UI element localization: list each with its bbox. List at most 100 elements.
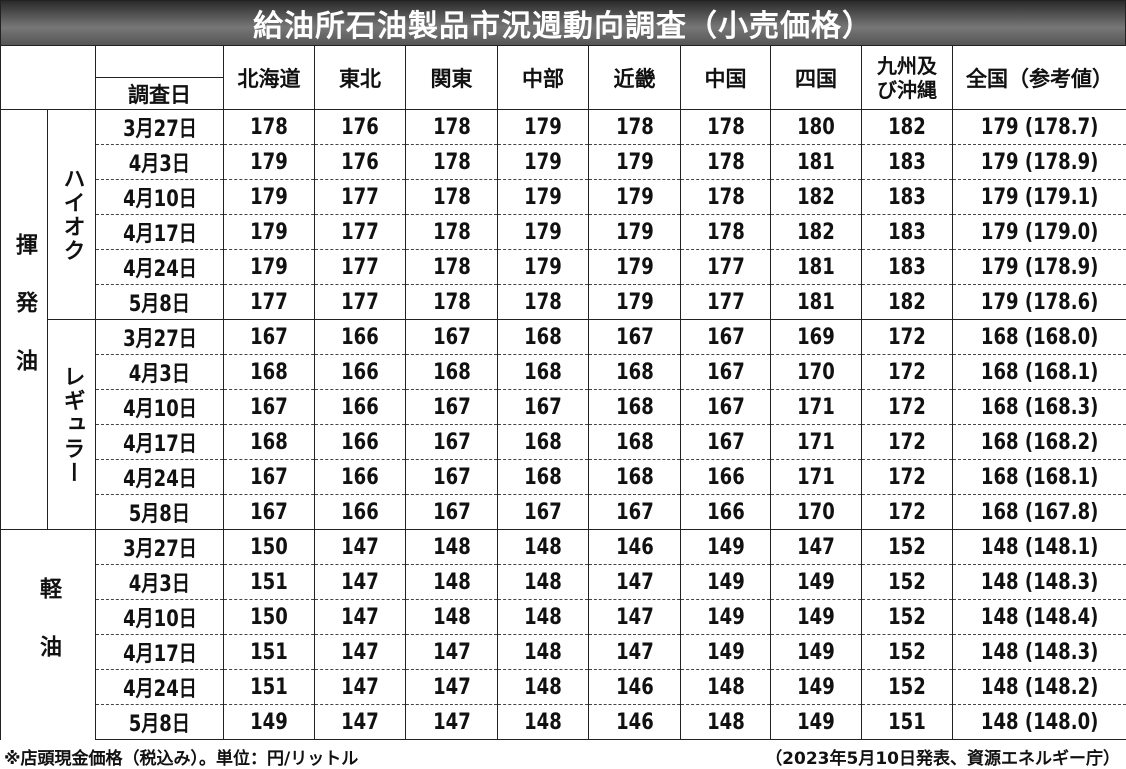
price-cell: 167 bbox=[497, 494, 589, 530]
price-cell: 149 bbox=[680, 599, 771, 635]
price-value: 168 bbox=[615, 359, 654, 385]
price-value: 146 bbox=[615, 709, 654, 735]
price-value: 181 bbox=[797, 254, 835, 280]
price-value: 171 bbox=[797, 394, 835, 420]
price-cell: 148 bbox=[497, 529, 589, 565]
price-cell: 152 bbox=[861, 634, 953, 670]
date-text: 4月10日 bbox=[122, 397, 197, 422]
price-value: 179 bbox=[524, 254, 562, 280]
price-value: 182 bbox=[797, 219, 835, 245]
price-value: 147 bbox=[341, 674, 379, 700]
price-value: 179 bbox=[250, 254, 288, 280]
price-value: 148 (148.0) bbox=[980, 709, 1099, 735]
price-cell: 167 bbox=[405, 494, 498, 530]
price-value: 178 bbox=[432, 184, 471, 210]
price-cell: 167 bbox=[223, 319, 315, 355]
region-header: 北海道 bbox=[223, 46, 315, 110]
price-value: 179 (178.7) bbox=[980, 114, 1099, 140]
price-value: 166 bbox=[341, 359, 379, 385]
price-cell: 168 (168.3) bbox=[952, 389, 1126, 425]
price-cell: 183 bbox=[861, 144, 953, 180]
date-cell: 4月24日 bbox=[95, 459, 224, 495]
price-value: 168 bbox=[615, 394, 654, 420]
price-cell: 149 bbox=[770, 599, 862, 635]
price-cell: 168 bbox=[405, 354, 498, 390]
price-cell: 146 bbox=[588, 704, 681, 740]
price-value: 170 bbox=[797, 499, 835, 525]
price-value: 167 bbox=[524, 499, 562, 525]
price-value: 166 bbox=[706, 464, 745, 490]
price-cell: 178 bbox=[405, 284, 498, 320]
price-cell: 179 bbox=[497, 144, 589, 180]
price-value: 172 bbox=[888, 394, 926, 420]
price-value: 166 bbox=[341, 324, 379, 350]
price-cell: 166 bbox=[680, 494, 771, 530]
price-cell: 149 bbox=[223, 704, 315, 740]
price-cell: 179 (179.1) bbox=[952, 179, 1126, 215]
price-value: 178 bbox=[432, 149, 471, 175]
price-cell: 149 bbox=[770, 634, 862, 670]
price-value: 148 (148.3) bbox=[980, 569, 1099, 595]
price-value: 166 bbox=[341, 429, 379, 455]
price-cell: 147 bbox=[405, 704, 498, 740]
price-cell: 167 bbox=[680, 354, 771, 390]
price-value: 168 bbox=[524, 464, 562, 490]
price-cell: 168 bbox=[588, 424, 681, 460]
price-cell: 149 bbox=[680, 564, 771, 600]
price-cell: 148 bbox=[680, 704, 771, 740]
price-value: 168 (168.0) bbox=[980, 324, 1099, 350]
price-value: 147 bbox=[615, 639, 654, 665]
price-cell: 177 bbox=[314, 179, 406, 215]
table-row: 揮発油 ハイオク 3月27日 178 176 178 179 178 178 180 182 179 … bbox=[0, 109, 1126, 530]
table-row: レギュラー 3月27日 167 166 167 168 167 167 169 172 168 (1… bbox=[1, 319, 1126, 530]
date-text: 3月27日 bbox=[122, 537, 197, 562]
price-value: 167 bbox=[706, 324, 745, 350]
price-value: 178 bbox=[432, 114, 471, 140]
price-cell: 183 bbox=[861, 249, 953, 285]
price-cell: 178 bbox=[405, 144, 498, 180]
price-value: 179 bbox=[524, 184, 562, 210]
price-value: 178 bbox=[250, 114, 288, 140]
price-value: 182 bbox=[888, 289, 926, 315]
price-cell: 178 bbox=[405, 179, 498, 215]
price-value: 171 bbox=[797, 429, 835, 455]
price-cell: 148 bbox=[497, 704, 589, 740]
table-row: 4月17日 168 166 167 168 168 167 171 172 168 (168.2) bbox=[1, 424, 1126, 460]
price-value: 167 bbox=[432, 429, 471, 455]
price-value: 178 bbox=[706, 149, 745, 175]
table-row: 4月3日 179 176 178 179 179 178 181 183 179 (178.9) bbox=[1, 144, 1126, 180]
price-value: 147 bbox=[341, 639, 379, 665]
price-cell: 148 (148.4) bbox=[952, 599, 1126, 635]
date-text: 4月10日 bbox=[122, 607, 197, 632]
price-cell: 172 bbox=[861, 354, 953, 390]
price-value: 149 bbox=[797, 604, 835, 630]
price-value: 147 bbox=[432, 639, 471, 665]
price-cell: 149 bbox=[770, 704, 862, 740]
price-value: 167 bbox=[432, 499, 471, 525]
date-text: 5月8日 bbox=[128, 502, 191, 527]
price-cell: 181 bbox=[770, 144, 862, 180]
price-value: 149 bbox=[797, 569, 835, 595]
price-value: 176 bbox=[341, 114, 379, 140]
price-value: 151 bbox=[250, 569, 288, 595]
price-value: 179 bbox=[615, 289, 654, 315]
price-value: 148 (148.2) bbox=[980, 674, 1099, 700]
price-value: 171 bbox=[797, 464, 835, 490]
price-cell: 178 bbox=[405, 109, 498, 145]
price-cell: 177 bbox=[680, 249, 771, 285]
date-cell: 4月17日 bbox=[95, 214, 224, 250]
price-value: 152 bbox=[888, 569, 926, 595]
price-value: 168 bbox=[524, 359, 562, 385]
price-value: 167 bbox=[706, 429, 745, 455]
price-cell: 167 bbox=[588, 319, 681, 355]
date-column-header: 調査日 bbox=[95, 77, 224, 110]
subcategory-label: ハイオク bbox=[47, 109, 96, 320]
price-cell: 183 bbox=[861, 179, 953, 215]
price-cell: 178 bbox=[405, 214, 498, 250]
price-cell: 148 bbox=[405, 529, 498, 565]
price-value: 180 bbox=[797, 114, 835, 140]
price-value: 167 bbox=[524, 394, 562, 420]
price-value: 147 bbox=[341, 709, 379, 735]
price-value: 168 bbox=[250, 359, 288, 385]
price-cell: 149 bbox=[770, 564, 862, 600]
